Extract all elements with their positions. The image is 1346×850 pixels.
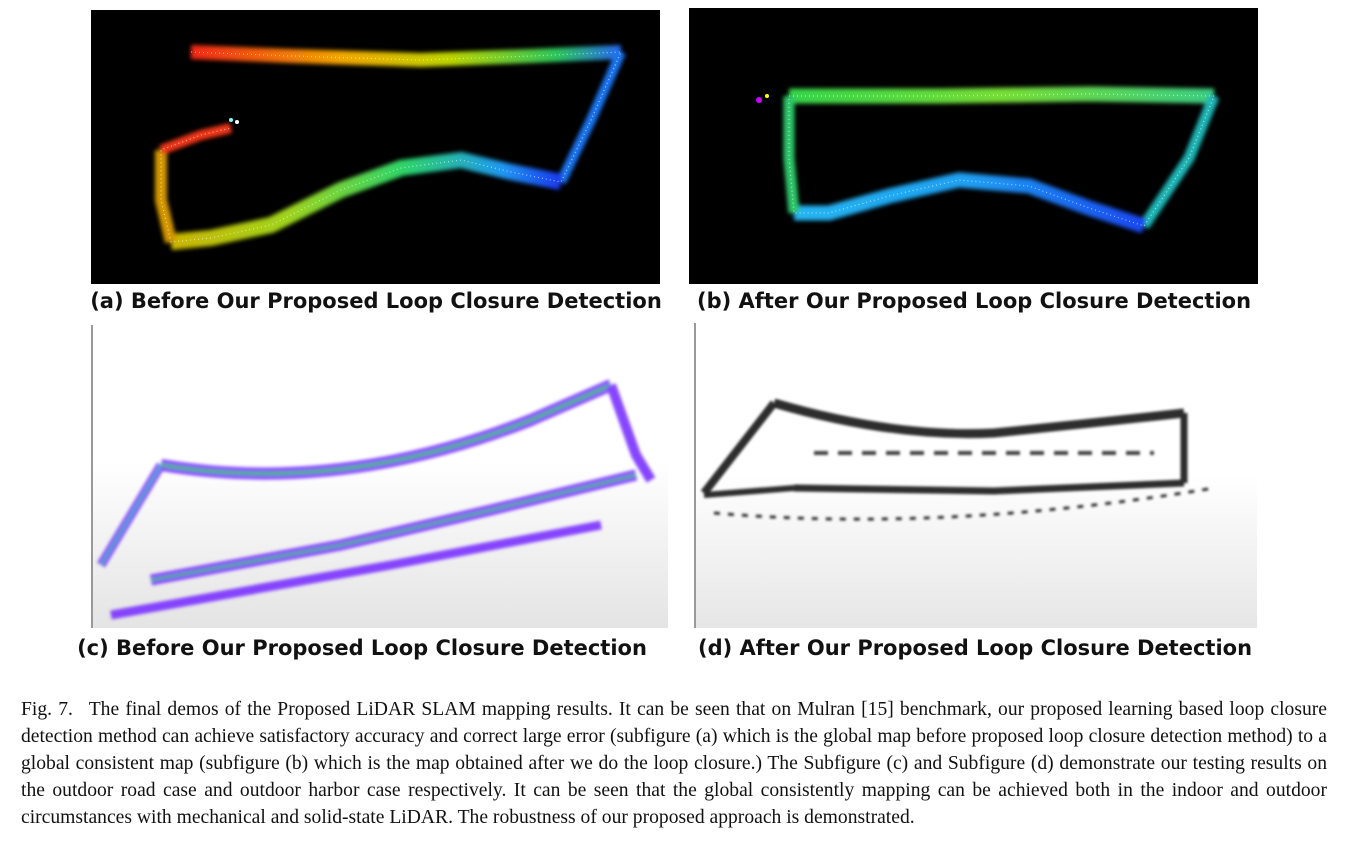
figure-label: Fig. 7.	[21, 698, 73, 720]
subfigure-a-image	[91, 10, 660, 284]
subfigure-d-image	[694, 323, 1257, 628]
subfigure-c-caption: (c) Before Our Proposed Loop Closure Det…	[77, 636, 647, 660]
figure-caption: Fig. 7. The final demos of the Proposed …	[21, 696, 1327, 832]
subfigure-c-image	[91, 325, 668, 628]
subfigure-a-caption: (a) Before Our Proposed Loop Closure Det…	[90, 289, 662, 313]
subfigure-b-image	[689, 8, 1258, 284]
subfigure-d-caption: (d) After Our Proposed Loop Closure Dete…	[697, 636, 1253, 660]
subfigure-b-caption: (b) After Our Proposed Loop Closure Dete…	[696, 289, 1252, 313]
figure-caption-text: The final demos of the Proposed LiDAR SL…	[21, 698, 1327, 829]
